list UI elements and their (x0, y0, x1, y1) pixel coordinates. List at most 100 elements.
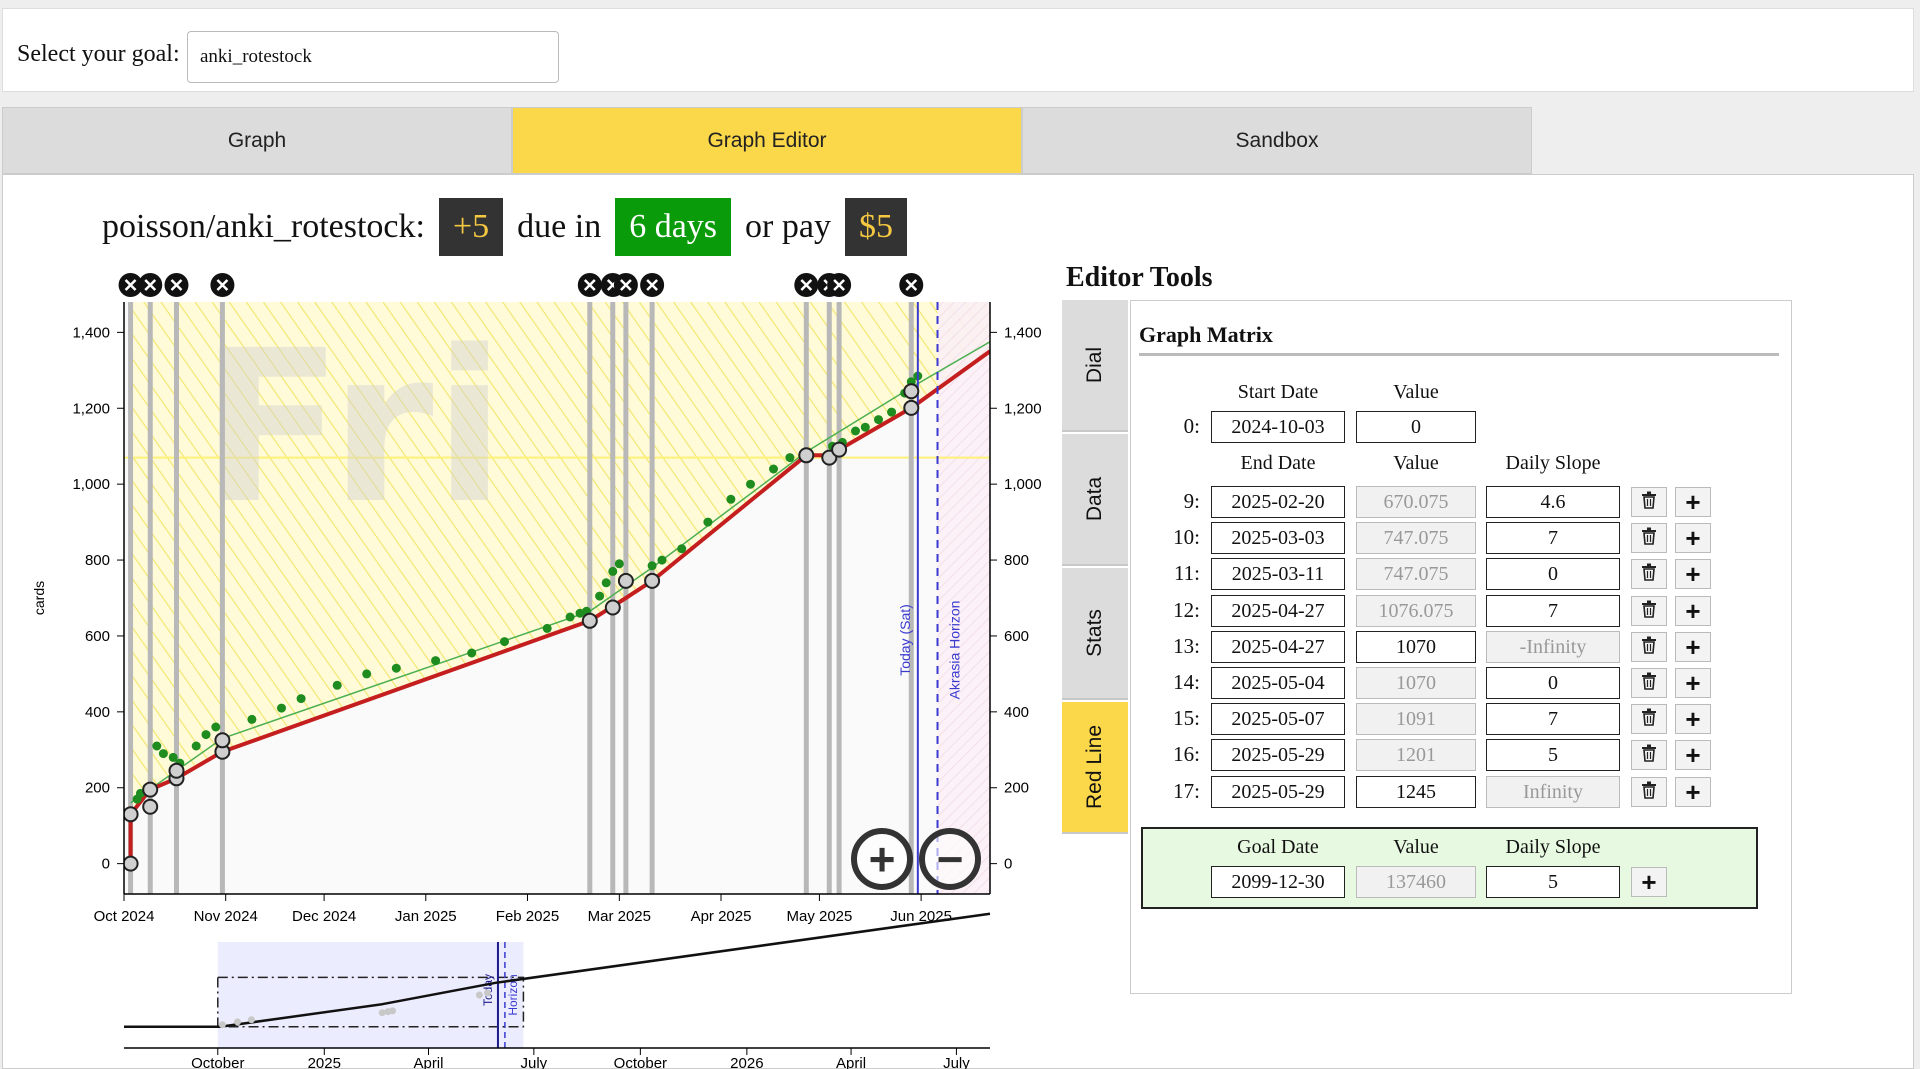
end-date-field[interactable]: 2025-04-27 (1211, 631, 1345, 663)
datapoint[interactable] (595, 591, 605, 601)
end-date-field[interactable]: 2025-02-20 (1211, 486, 1345, 518)
datapoint[interactable] (614, 559, 624, 569)
side-tab-stats[interactable]: Stats (1062, 568, 1128, 700)
goal-slope-field[interactable]: 5 (1486, 866, 1620, 898)
delete-row-button[interactable] (1631, 740, 1667, 770)
end-date-field[interactable]: 2025-04-27 (1211, 595, 1345, 627)
datapoint[interactable] (542, 623, 552, 633)
goal-date-field[interactable]: 2099-12-30 (1211, 866, 1345, 898)
datapoint[interactable] (887, 407, 897, 417)
daily-slope-field[interactable]: 0 (1486, 667, 1620, 699)
datapoint[interactable] (601, 578, 611, 588)
datapoint[interactable] (211, 722, 221, 732)
datapoint[interactable] (247, 714, 257, 724)
delete-row-button[interactable] (1631, 777, 1667, 807)
breakpoint-handle[interactable] (798, 447, 815, 464)
datapoint[interactable] (467, 648, 477, 658)
datapoint[interactable] (168, 752, 178, 762)
end-value-field[interactable]: 1245 (1356, 776, 1476, 808)
datapoint[interactable] (874, 415, 883, 425)
end-date-field[interactable]: 2025-03-11 (1211, 558, 1345, 590)
zoom-out-button[interactable]: − (919, 828, 981, 890)
side-tab-data[interactable]: Data (1062, 434, 1128, 566)
datapoint[interactable] (860, 422, 870, 432)
datapoint[interactable] (647, 561, 657, 571)
breakpoint-handle[interactable] (617, 572, 634, 589)
delete-row-button[interactable] (1631, 523, 1667, 553)
delete-row-button[interactable] (1631, 704, 1667, 734)
daily-slope-field[interactable]: 7 (1486, 522, 1620, 554)
add-row-button[interactable]: + (1675, 632, 1711, 662)
datapoint[interactable] (332, 680, 342, 690)
start-date-field[interactable]: 2024-10-03 (1211, 411, 1345, 443)
breakpoint-handle[interactable] (142, 781, 159, 798)
add-row-button[interactable]: + (1675, 740, 1711, 770)
end-date-field[interactable]: 2025-05-29 (1211, 776, 1345, 808)
datapoint[interactable] (296, 694, 306, 704)
breakpoint-handle[interactable] (168, 762, 185, 779)
datapoint[interactable] (608, 566, 618, 576)
datapoint[interactable] (158, 749, 168, 759)
tab-sandbox[interactable]: Sandbox (1022, 107, 1532, 174)
daily-slope-field[interactable]: 7 (1486, 595, 1620, 627)
add-row-button[interactable]: + (1675, 668, 1711, 698)
datapoint[interactable] (362, 669, 372, 679)
breakpoint-handle[interactable] (644, 572, 661, 589)
goal-graph[interactable]: Fri Today (Sat) Akrasia Horizon 0 0 200 200 40… (0, 0, 1060, 1069)
breakpoint-handle[interactable] (581, 612, 598, 629)
overview-brush[interactable] (217, 942, 524, 1048)
add-row-button[interactable]: + (1675, 559, 1711, 589)
delete-row-button[interactable] (1631, 632, 1667, 662)
zoom-in-button[interactable]: + (851, 828, 913, 890)
datapoint[interactable] (277, 703, 286, 713)
delete-row-button[interactable] (1631, 668, 1667, 698)
end-date-field[interactable]: 2025-05-07 (1211, 703, 1345, 735)
datapoint[interactable] (152, 741, 162, 751)
daily-slope-field[interactable]: 4.6 (1486, 486, 1620, 518)
breakpoint-handle[interactable] (124, 806, 139, 823)
datapoint[interactable] (191, 741, 201, 751)
goal-selector-input[interactable] (187, 31, 559, 83)
datapoint[interactable] (431, 656, 441, 666)
datapoint[interactable] (391, 663, 401, 673)
datapoint[interactable] (657, 555, 667, 565)
datapoint[interactable] (726, 494, 736, 504)
daily-slope-field[interactable]: 7 (1486, 703, 1620, 735)
breakpoint-handle[interactable] (124, 855, 139, 872)
tab-graph[interactable]: Graph (2, 107, 512, 174)
breakpoint-handle[interactable] (903, 399, 920, 416)
goal-add-button[interactable]: + (1631, 867, 1667, 897)
datapoint[interactable] (201, 730, 211, 740)
breakpoint-handle[interactable] (831, 441, 848, 458)
add-row-button[interactable]: + (1675, 777, 1711, 807)
add-row-button[interactable]: + (1675, 487, 1711, 517)
side-tab-dial[interactable]: Dial (1062, 300, 1128, 432)
datapoint[interactable] (746, 479, 755, 489)
end-date-field[interactable]: 2025-03-03 (1211, 522, 1345, 554)
delete-row-button[interactable] (1631, 596, 1667, 626)
datapoint[interactable] (851, 426, 860, 436)
datapoint[interactable] (769, 464, 778, 474)
breakpoint-handle[interactable] (214, 732, 231, 749)
datapoint[interactable] (703, 517, 713, 527)
daily-slope-field[interactable]: 0 (1486, 558, 1620, 590)
side-tab-red-line[interactable]: Red Line (1062, 702, 1128, 834)
add-row-button[interactable]: + (1675, 523, 1711, 553)
end-date-field[interactable]: 2025-05-29 (1211, 739, 1345, 771)
breakpoint-handle[interactable] (142, 798, 159, 815)
delete-row-button[interactable] (1631, 559, 1667, 589)
add-row-button[interactable]: + (1675, 704, 1711, 734)
breakpoint-handle[interactable] (903, 383, 920, 400)
tab-graph-editor[interactable]: Graph Editor (512, 107, 1022, 174)
datapoint[interactable] (565, 612, 575, 622)
end-value-field[interactable]: 1070 (1356, 631, 1476, 663)
daily-slope-field[interactable]: 5 (1486, 739, 1620, 771)
datapoint[interactable] (500, 637, 509, 647)
add-row-button[interactable]: + (1675, 596, 1711, 626)
breakpoint-handle[interactable] (604, 599, 621, 616)
start-value-field[interactable]: 0 (1356, 411, 1476, 443)
datapoint[interactable] (677, 544, 687, 554)
end-date-field[interactable]: 2025-05-04 (1211, 667, 1345, 699)
datapoint[interactable] (785, 453, 795, 463)
delete-row-button[interactable] (1631, 487, 1667, 517)
